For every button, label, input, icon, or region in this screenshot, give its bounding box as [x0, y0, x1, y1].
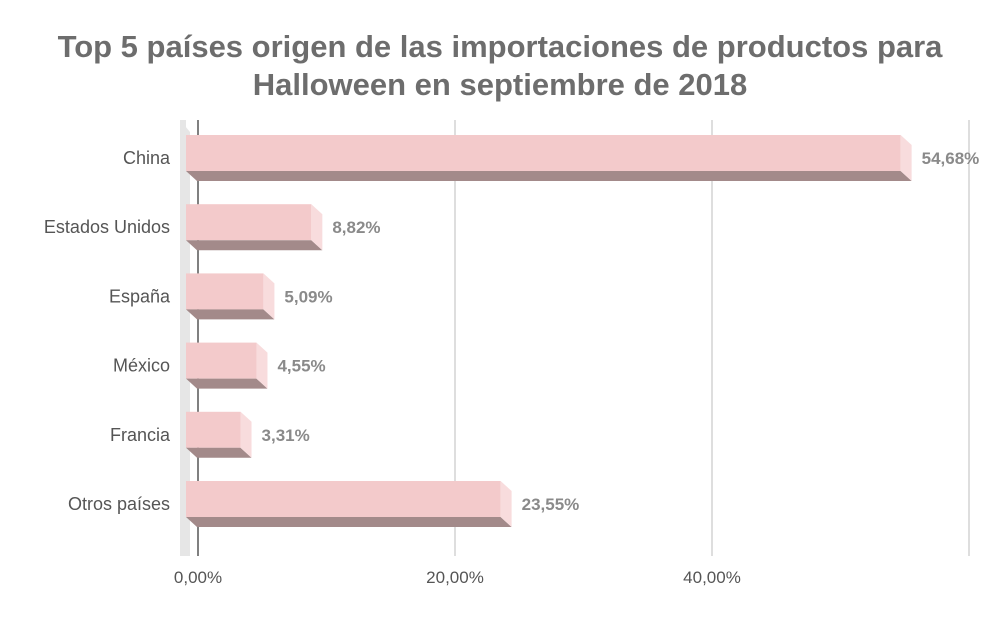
bar-side-face [311, 204, 323, 251]
category-label: España [109, 286, 171, 306]
x-tick-label: 20,00% [426, 568, 484, 587]
bar [186, 135, 901, 171]
chart-title-line-2: Halloween en septiembre de 2018 [252, 67, 748, 102]
bar-bottom-face [186, 309, 275, 320]
bar [186, 204, 312, 241]
category-label: Estados Unidos [44, 217, 170, 237]
chart-bars [186, 135, 912, 527]
chart-title: Top 5 países origen de las importaciones… [0, 28, 1000, 104]
value-label: 4,55% [277, 357, 325, 376]
value-label: 23,55% [522, 495, 580, 514]
bar-side-face [900, 135, 912, 181]
bar [186, 481, 501, 517]
chart-title-line-1: Top 5 países origen de las importaciones… [57, 29, 943, 64]
bar-side-face [256, 342, 268, 389]
bar [186, 342, 257, 379]
category-label: Otros países [68, 494, 170, 514]
bar [186, 411, 241, 448]
bar-bottom-face [186, 378, 268, 389]
value-label: 54,68% [922, 149, 980, 168]
value-label: 3,31% [262, 426, 310, 445]
bar-side-face [263, 273, 275, 320]
chart-labels: 0,00% 20,00% 40,00% China 54,68% Estados Unid… [44, 148, 979, 587]
bar-bottom-face [186, 447, 252, 458]
bar-side-face [500, 481, 512, 527]
bar [186, 273, 264, 310]
bar-bottom-face [186, 171, 912, 181]
bar-bottom-face [186, 517, 512, 527]
category-label: China [123, 148, 171, 168]
bar-side-face [240, 411, 252, 458]
value-label: 8,82% [332, 218, 380, 237]
value-label: 5,09% [284, 287, 332, 306]
x-tick-label: 40,00% [683, 568, 741, 587]
category-label: México [113, 356, 170, 376]
category-label: Francia [110, 425, 171, 445]
bar-bottom-face [186, 240, 323, 251]
x-tick-label: 0,00% [174, 568, 222, 587]
